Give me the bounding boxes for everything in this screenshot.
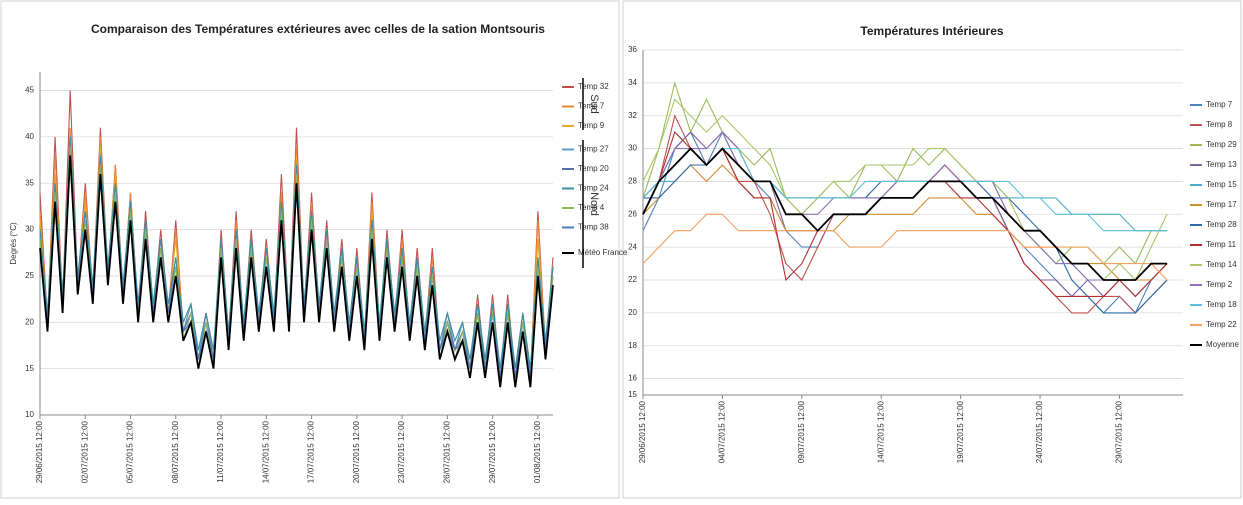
x-tick-label: 08/07/2015 12:00 xyxy=(171,420,180,483)
chart-title: Températures Intérieures xyxy=(860,24,1003,38)
series-line xyxy=(642,80,1168,265)
legend-label: Temp 18 xyxy=(1206,300,1237,309)
legend-label: Temp 14 xyxy=(1206,260,1237,269)
series-line xyxy=(642,147,1168,232)
legend-label: Temp 15 xyxy=(1206,180,1237,189)
panel xyxy=(0,0,620,499)
legend-label: Temp 9 xyxy=(578,121,605,130)
y-axis-label: Degrés (°C) xyxy=(9,222,18,265)
series-line xyxy=(642,130,1168,314)
legend-label: Météo France xyxy=(578,248,628,257)
y-tick-label: 35 xyxy=(25,178,34,187)
legend-label: Temp 38 xyxy=(578,223,609,232)
legend-label: Temp 20 xyxy=(578,164,609,173)
legend-label: Temp 8 xyxy=(1206,120,1233,129)
legend-label: Temp 29 xyxy=(1206,140,1237,149)
legend-label: Temp 27 xyxy=(578,145,609,154)
x-tick-label: 04/07/2015 12:00 xyxy=(718,400,727,463)
series-line xyxy=(39,136,554,369)
chart-title: Comparaison des Températures extérieures… xyxy=(91,22,545,36)
legend-label: Temp 11 xyxy=(1206,240,1237,249)
legend-label: Temp 7 xyxy=(1206,100,1233,109)
y-tick-label: 36 xyxy=(628,45,637,54)
x-tick-label: 24/07/2015 12:00 xyxy=(1035,400,1044,463)
x-tick-label: 14/07/2015 12:00 xyxy=(876,400,885,463)
x-tick-label: 29/07/2015 12:00 xyxy=(488,420,497,483)
y-tick-label: 20 xyxy=(628,308,637,317)
series-line xyxy=(642,147,1168,281)
y-tick-label: 45 xyxy=(25,86,34,95)
y-tick-label: 16 xyxy=(628,374,637,383)
y-tick-label: 20 xyxy=(25,317,34,326)
annotation: Nord xyxy=(588,192,600,216)
series-line xyxy=(642,213,1168,281)
legend-label: Temp 13 xyxy=(1206,160,1237,169)
x-tick-label: 09/07/2015 12:00 xyxy=(797,400,806,463)
y-tick-label: 15 xyxy=(25,364,34,373)
annotation: Sud xyxy=(588,94,600,114)
x-tick-label: 17/07/2015 12:00 xyxy=(307,420,316,483)
legend-label: Temp 4 xyxy=(578,203,605,212)
x-tick-label: 01/08/2015 12:00 xyxy=(533,420,542,483)
y-tick-label: 32 xyxy=(628,111,637,120)
legend-label: Temp 2 xyxy=(1206,280,1233,289)
y-tick-label: 18 xyxy=(628,341,637,350)
series-line xyxy=(39,155,554,388)
x-tick-label: 05/07/2015 12:00 xyxy=(126,420,135,483)
series-line xyxy=(642,147,1168,232)
x-tick-label: 29/06/2015 12:00 xyxy=(638,400,647,463)
series-line xyxy=(642,131,1168,281)
y-tick-label: 22 xyxy=(628,275,637,284)
y-tick-label: 24 xyxy=(628,242,637,251)
x-tick-label: 11/07/2015 12:00 xyxy=(216,420,225,482)
panel xyxy=(622,0,1242,499)
y-tick-label: 34 xyxy=(628,78,637,87)
legend-label: Temp 17 xyxy=(1206,200,1237,209)
x-tick-label: 29/07/2015 12:00 xyxy=(1115,400,1124,463)
legend-label: Temp 32 xyxy=(578,82,609,91)
x-tick-label: 02/07/2015 12:00 xyxy=(80,420,89,483)
y-tick-label: 15 xyxy=(628,390,637,399)
series-line xyxy=(642,98,1168,281)
x-tick-label: 14/07/2015 12:00 xyxy=(261,420,270,483)
legend-label: Temp 22 xyxy=(1206,320,1237,329)
legend-label: Temp 24 xyxy=(578,184,609,193)
x-tick-label: 19/07/2015 12:00 xyxy=(956,400,965,463)
legend-label: Temp 7 xyxy=(578,102,605,111)
y-tick-label: 25 xyxy=(25,271,34,280)
y-tick-label: 30 xyxy=(25,225,34,234)
x-tick-label: 29/06/2015 12:00 xyxy=(35,420,44,483)
x-tick-label: 20/07/2015 12:00 xyxy=(352,420,361,483)
x-tick-label: 23/07/2015 12:00 xyxy=(397,420,406,483)
legend-label: Moyenne xyxy=(1206,340,1239,349)
y-tick-label: 30 xyxy=(628,144,637,153)
y-tick-label: 40 xyxy=(25,132,34,141)
legend-label: Temp 28 xyxy=(1206,220,1237,229)
series-line xyxy=(642,164,1168,281)
x-tick-label: 26/07/2015 12:00 xyxy=(442,420,451,483)
y-tick-label: 10 xyxy=(25,410,34,419)
y-tick-label: 26 xyxy=(628,209,637,218)
y-tick-label: 28 xyxy=(628,177,637,186)
